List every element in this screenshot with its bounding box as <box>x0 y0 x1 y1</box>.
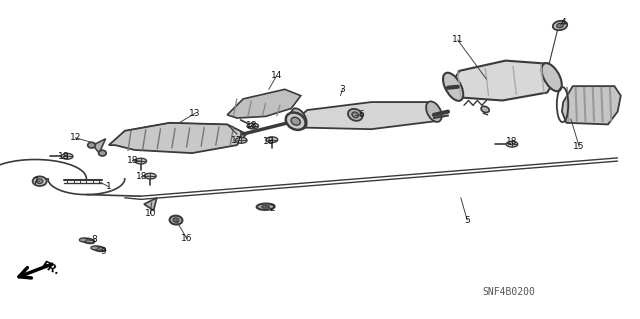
Polygon shape <box>109 123 246 153</box>
Text: 13: 13 <box>189 109 201 118</box>
Text: 18: 18 <box>136 172 148 181</box>
Ellipse shape <box>99 150 106 156</box>
Ellipse shape <box>145 173 156 179</box>
Text: 10: 10 <box>145 209 156 218</box>
Ellipse shape <box>506 141 518 147</box>
Ellipse shape <box>33 176 47 186</box>
Polygon shape <box>294 102 438 129</box>
Ellipse shape <box>262 205 269 208</box>
Text: SNF4B0200: SNF4B0200 <box>483 287 535 297</box>
Text: 5: 5 <box>465 216 470 225</box>
Ellipse shape <box>91 246 99 250</box>
Ellipse shape <box>481 106 489 113</box>
Ellipse shape <box>79 238 87 242</box>
Text: 11: 11 <box>452 35 463 44</box>
Text: 18: 18 <box>127 156 138 165</box>
Text: 16: 16 <box>181 234 193 243</box>
Ellipse shape <box>61 153 73 159</box>
Text: 7: 7 <box>33 177 38 186</box>
Polygon shape <box>562 86 621 124</box>
Text: 14: 14 <box>271 71 282 80</box>
Ellipse shape <box>443 73 463 101</box>
Ellipse shape <box>291 108 307 129</box>
Text: 12: 12 <box>70 133 81 142</box>
Ellipse shape <box>291 117 300 125</box>
Ellipse shape <box>285 113 306 130</box>
Text: 17: 17 <box>231 136 243 145</box>
Ellipse shape <box>426 101 442 122</box>
Ellipse shape <box>553 21 567 30</box>
Text: 18: 18 <box>246 121 257 130</box>
Text: 4: 4 <box>561 18 566 27</box>
Ellipse shape <box>348 109 362 121</box>
Polygon shape <box>227 89 301 118</box>
Ellipse shape <box>266 137 278 143</box>
Polygon shape <box>93 139 106 153</box>
Ellipse shape <box>173 218 179 222</box>
Ellipse shape <box>135 158 147 164</box>
Ellipse shape <box>541 63 562 91</box>
Ellipse shape <box>247 123 259 129</box>
Ellipse shape <box>36 179 43 184</box>
Text: 18: 18 <box>506 137 518 146</box>
Ellipse shape <box>236 137 247 143</box>
Text: FR.: FR. <box>40 260 61 277</box>
Text: 3: 3 <box>340 85 345 94</box>
Ellipse shape <box>557 23 563 28</box>
Text: 8: 8 <box>92 235 97 244</box>
Text: 9: 9 <box>101 247 106 256</box>
Text: 1: 1 <box>106 182 111 191</box>
Polygon shape <box>144 198 157 211</box>
Ellipse shape <box>93 246 105 251</box>
Ellipse shape <box>83 238 94 243</box>
Ellipse shape <box>88 142 95 148</box>
Polygon shape <box>448 61 557 100</box>
Text: 18: 18 <box>263 137 275 146</box>
Ellipse shape <box>257 204 275 210</box>
Text: 6: 6 <box>359 110 364 119</box>
Text: 2: 2 <box>269 204 275 213</box>
Ellipse shape <box>352 112 358 118</box>
Ellipse shape <box>170 216 182 225</box>
Text: 15: 15 <box>573 142 585 151</box>
Text: 18: 18 <box>58 152 70 161</box>
